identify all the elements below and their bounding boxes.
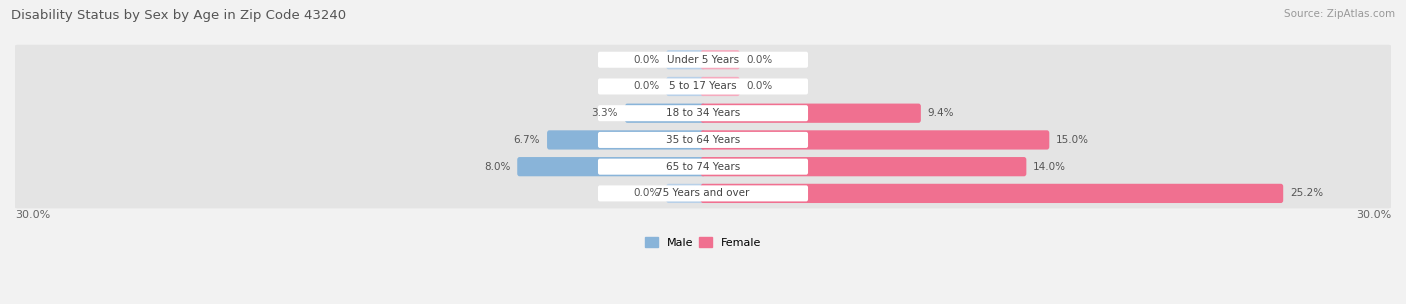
- Text: 0.0%: 0.0%: [747, 81, 773, 92]
- Text: 3.3%: 3.3%: [592, 108, 619, 118]
- Text: 65 to 74 Years: 65 to 74 Years: [666, 162, 740, 172]
- FancyBboxPatch shape: [700, 130, 1049, 150]
- FancyBboxPatch shape: [14, 98, 1392, 128]
- Text: 9.4%: 9.4%: [928, 108, 955, 118]
- FancyBboxPatch shape: [598, 159, 808, 175]
- FancyBboxPatch shape: [14, 45, 1392, 75]
- FancyBboxPatch shape: [14, 71, 1392, 102]
- FancyBboxPatch shape: [598, 105, 808, 121]
- FancyBboxPatch shape: [700, 77, 740, 96]
- Text: Under 5 Years: Under 5 Years: [666, 55, 740, 65]
- Text: Disability Status by Sex by Age in Zip Code 43240: Disability Status by Sex by Age in Zip C…: [11, 9, 346, 22]
- Text: 18 to 34 Years: 18 to 34 Years: [666, 108, 740, 118]
- FancyBboxPatch shape: [700, 184, 1284, 203]
- FancyBboxPatch shape: [517, 157, 706, 176]
- FancyBboxPatch shape: [598, 78, 808, 95]
- Text: 6.7%: 6.7%: [513, 135, 540, 145]
- FancyBboxPatch shape: [666, 184, 706, 203]
- Legend: Male, Female: Male, Female: [640, 233, 766, 252]
- Text: 75 Years and over: 75 Years and over: [657, 188, 749, 199]
- FancyBboxPatch shape: [14, 152, 1392, 181]
- FancyBboxPatch shape: [14, 125, 1392, 155]
- FancyBboxPatch shape: [598, 185, 808, 202]
- FancyBboxPatch shape: [598, 132, 808, 148]
- Text: 15.0%: 15.0%: [1056, 135, 1090, 145]
- FancyBboxPatch shape: [666, 77, 706, 96]
- Text: 0.0%: 0.0%: [633, 188, 659, 199]
- Text: 30.0%: 30.0%: [1355, 210, 1391, 220]
- FancyBboxPatch shape: [666, 50, 706, 69]
- Text: Source: ZipAtlas.com: Source: ZipAtlas.com: [1284, 9, 1395, 19]
- FancyBboxPatch shape: [626, 104, 706, 123]
- FancyBboxPatch shape: [700, 50, 740, 69]
- Text: 35 to 64 Years: 35 to 64 Years: [666, 135, 740, 145]
- Text: 8.0%: 8.0%: [484, 162, 510, 172]
- FancyBboxPatch shape: [700, 157, 1026, 176]
- FancyBboxPatch shape: [14, 178, 1392, 208]
- Text: 0.0%: 0.0%: [633, 81, 659, 92]
- FancyBboxPatch shape: [700, 104, 921, 123]
- Text: 0.0%: 0.0%: [633, 55, 659, 65]
- Text: 30.0%: 30.0%: [15, 210, 51, 220]
- Text: 14.0%: 14.0%: [1033, 162, 1066, 172]
- FancyBboxPatch shape: [598, 52, 808, 68]
- Text: 5 to 17 Years: 5 to 17 Years: [669, 81, 737, 92]
- FancyBboxPatch shape: [547, 130, 706, 150]
- Text: 0.0%: 0.0%: [747, 55, 773, 65]
- Text: 25.2%: 25.2%: [1291, 188, 1323, 199]
